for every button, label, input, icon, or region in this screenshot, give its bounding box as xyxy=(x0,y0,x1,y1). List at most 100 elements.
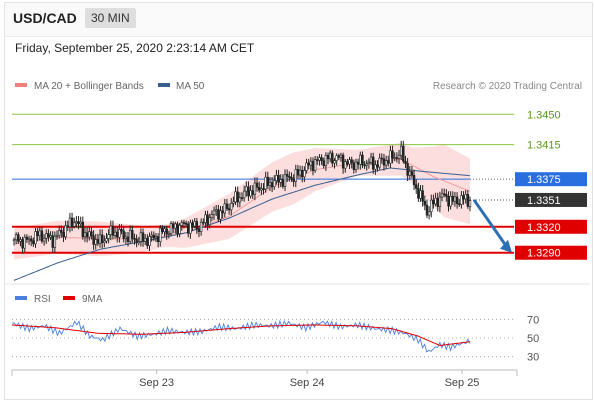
candle-body xyxy=(341,154,345,169)
forecast-arrow-head xyxy=(500,239,512,253)
candle-body xyxy=(326,155,330,160)
legend-swatch-9ma xyxy=(63,296,75,300)
candle-body xyxy=(249,190,252,197)
candle-body xyxy=(417,188,420,199)
candle-body xyxy=(303,170,306,178)
candle-body xyxy=(425,204,429,216)
timeframe-button[interactable]: 30 MIN xyxy=(85,8,136,28)
candle-body xyxy=(221,210,224,214)
candle-body xyxy=(279,179,282,183)
candle-body xyxy=(191,222,194,227)
candle-body xyxy=(126,236,130,242)
candle-body xyxy=(128,229,132,242)
candle-body xyxy=(460,195,463,205)
candle-body xyxy=(174,223,177,229)
candle-body xyxy=(253,182,257,195)
candle-body xyxy=(367,162,371,165)
candle-body xyxy=(335,155,338,161)
candle-body xyxy=(290,176,293,180)
candle-body xyxy=(464,194,467,200)
candle-body xyxy=(27,238,31,241)
candle-body xyxy=(163,228,166,233)
candle-body xyxy=(146,237,149,246)
candle-body xyxy=(419,190,422,199)
candle-body xyxy=(42,237,46,242)
candle-body xyxy=(309,160,313,166)
candle-body xyxy=(412,174,416,186)
candle-body xyxy=(410,171,414,176)
candle-body xyxy=(197,228,201,232)
candle-body xyxy=(387,160,390,164)
credit-text: Research © 2020 Trading Central xyxy=(433,81,582,92)
candle-body xyxy=(376,164,379,168)
candle-body xyxy=(199,221,203,232)
candle-body xyxy=(225,203,229,209)
candle-body xyxy=(369,156,373,163)
candle-body xyxy=(92,235,95,245)
candle-body xyxy=(120,229,123,232)
candle-body xyxy=(451,195,454,202)
candle-body xyxy=(40,230,44,242)
candle-body xyxy=(432,199,435,205)
candle-body xyxy=(449,195,452,207)
candle-body xyxy=(421,190,424,202)
candle-body xyxy=(14,234,18,241)
candle-body xyxy=(359,154,362,165)
candle-body xyxy=(264,176,267,190)
support-label: 1.3290 xyxy=(527,248,561,260)
candle-body xyxy=(169,223,173,234)
candle-body xyxy=(131,229,134,239)
candle-body xyxy=(301,169,304,178)
candle-body xyxy=(242,190,246,199)
candle-body xyxy=(223,203,226,214)
candle-body xyxy=(187,223,190,234)
candle-body xyxy=(324,155,328,167)
candle-body xyxy=(365,163,368,166)
candle-body xyxy=(313,159,317,171)
candle-body xyxy=(255,182,259,188)
candle-body xyxy=(156,236,160,243)
candle-body xyxy=(245,186,248,192)
candle-body xyxy=(98,234,102,244)
candle-body xyxy=(23,236,26,249)
support-label: 1.3320 xyxy=(527,222,561,234)
candle-body xyxy=(55,234,59,237)
candle-body xyxy=(404,160,407,164)
candle-body xyxy=(184,222,188,225)
candle-body xyxy=(53,235,57,248)
candle-body xyxy=(70,217,74,227)
candle-body xyxy=(180,222,183,226)
forecast-arrow-layer xyxy=(472,199,512,253)
candle-body xyxy=(240,197,244,199)
candle-body xyxy=(277,174,280,183)
candle-body xyxy=(436,197,439,207)
candle-body xyxy=(374,164,377,170)
candle-body xyxy=(247,186,250,197)
legend-label-rsi: RSI xyxy=(34,294,51,305)
candle-body xyxy=(268,182,272,186)
candle-body xyxy=(288,176,291,178)
candle-body xyxy=(12,239,16,242)
candle-body xyxy=(90,231,93,237)
candle-body xyxy=(260,188,263,191)
candle-body xyxy=(236,191,239,203)
candle-body xyxy=(30,238,33,242)
candle-body xyxy=(320,157,323,162)
candle-body xyxy=(447,196,450,207)
rsi-tick-label: 30 xyxy=(527,352,539,364)
candle-body xyxy=(137,241,140,244)
legend-label-ma50: MA 50 xyxy=(176,81,205,92)
candle-body xyxy=(217,209,220,220)
support-tag xyxy=(515,245,587,260)
candle-body xyxy=(266,176,270,186)
candle-body xyxy=(159,227,162,243)
candle-body xyxy=(36,231,39,237)
candle-body xyxy=(182,222,186,224)
rsi-9ma-line xyxy=(11,324,471,347)
candle-body xyxy=(111,225,115,236)
candle-body xyxy=(154,236,158,239)
candle-body xyxy=(210,214,214,219)
candle-body xyxy=(116,231,119,238)
candle-body xyxy=(283,174,287,187)
candle-body xyxy=(361,154,364,166)
